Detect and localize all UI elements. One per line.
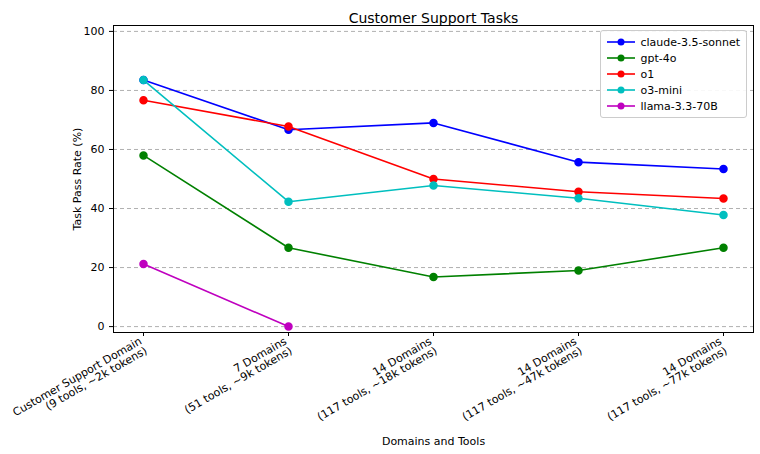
html-text:gpt-4o: gpt-4o [640,51,677,65]
svg-text:100: 100 [84,25,105,38]
svg-text:20: 20 [91,261,105,274]
html-text:llama-3.3-70B: llama-3.3-70B [640,99,718,113]
svg-text:60: 60 [91,143,105,156]
svg-text:40: 40 [91,202,105,215]
svg-text:Domains and Tools: Domains and Tools [382,435,485,448]
html-text:o1: o1 [640,67,655,81]
svg-text:80: 80 [91,84,105,97]
svg-text:14 Domains(117 tools, ~47k tok: 14 Domains(117 tools, ~47k tokens) [455,334,585,423]
html-text:claude-3.5-sonnet: claude-3.5-sonnet [640,35,740,49]
svg-text:7 Domains(51 tools, ~9k tokens: 7 Domains(51 tools, ~9k tokens) [177,334,295,416]
svg-text:14 Domains(117 tools, ~18k tok: 14 Domains(117 tools, ~18k tokens) [310,334,440,423]
html-text:o3-mini: o3-mini [640,83,682,97]
svg-text:14 Domains(117 tools, ~77k tok: 14 Domains(117 tools, ~77k tokens) [600,334,730,423]
svg-text:Task Pass Rate (%): Task Pass Rate (%) [71,128,84,232]
svg-text:Customer Support Tasks: Customer Support Tasks [349,10,519,26]
svg-text:0: 0 [98,320,105,333]
svg-text:Customer Support Domain(9 tool: Customer Support Domain(9 tools, ~2k tok… [11,335,150,429]
